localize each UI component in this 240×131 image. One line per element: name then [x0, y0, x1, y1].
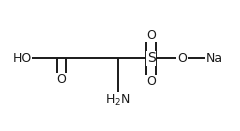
Text: HO: HO: [12, 52, 32, 65]
Text: O: O: [57, 73, 66, 86]
Text: O: O: [146, 29, 156, 42]
Text: O: O: [146, 75, 156, 88]
Text: H$_2$N: H$_2$N: [105, 93, 130, 108]
Text: Na: Na: [206, 52, 223, 65]
Text: O: O: [177, 52, 187, 65]
Text: S: S: [147, 51, 155, 65]
